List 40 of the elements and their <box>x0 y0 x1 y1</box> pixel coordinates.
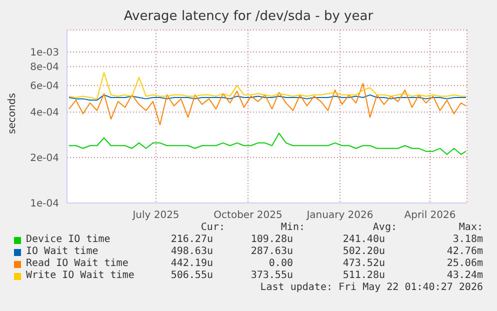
y-axis-title: seconds <box>6 93 18 134</box>
chart-title: Average latency for /dev/sda - by year <box>122 9 374 24</box>
text: 473.52u <box>342 258 385 269</box>
text: 502.20u <box>342 246 385 257</box>
legend-label: Write IO Wait time <box>26 270 134 281</box>
y-tick-label: 8e-04 <box>30 62 59 74</box>
text: Max: <box>458 222 483 233</box>
text: 109.28u <box>250 234 293 245</box>
text: Cur: <box>200 222 225 233</box>
x-tick-label: October 2025 <box>214 210 282 222</box>
line-series <box>68 132 466 155</box>
x-tick-label: April 2026 <box>404 210 456 222</box>
text: 25.06m <box>446 258 483 269</box>
text: Min: <box>280 222 305 233</box>
y-tick-label: 6e-04 <box>30 81 59 92</box>
y-tick-label: 1e-03 <box>30 48 59 59</box>
legend-label: IO Wait time <box>26 246 98 257</box>
y-tick-label: 2e-04 <box>30 153 59 164</box>
line-series <box>68 72 466 100</box>
text: 216.27u <box>170 234 213 245</box>
legend-label: Read IO Wait time <box>26 258 128 269</box>
x-tick-label: January 2026 <box>306 210 374 222</box>
text: 43.24m <box>446 270 483 281</box>
text: 498.63u <box>170 246 213 257</box>
text: 3.18m <box>452 234 483 245</box>
text: Last update: Fri May 22 01:40:27 2026 <box>260 282 483 293</box>
text: 511.28u <box>342 270 385 281</box>
text: 506.55u <box>170 270 213 281</box>
text: 373.55u <box>250 270 293 281</box>
legend-label: Device IO time <box>26 234 110 245</box>
y-tick-label: 4e-04 <box>30 108 59 119</box>
text: 442.19u <box>170 258 213 269</box>
line-series <box>68 82 466 126</box>
text: 287.63u <box>250 246 293 257</box>
text: 0.00 <box>268 258 293 269</box>
y-tick-label: 1e-04 <box>30 198 59 210</box>
text: 241.40u <box>342 234 385 245</box>
text: 42.76m <box>446 246 483 257</box>
text: Avg: <box>372 222 397 233</box>
x-tick-label: July 2025 <box>132 210 180 222</box>
